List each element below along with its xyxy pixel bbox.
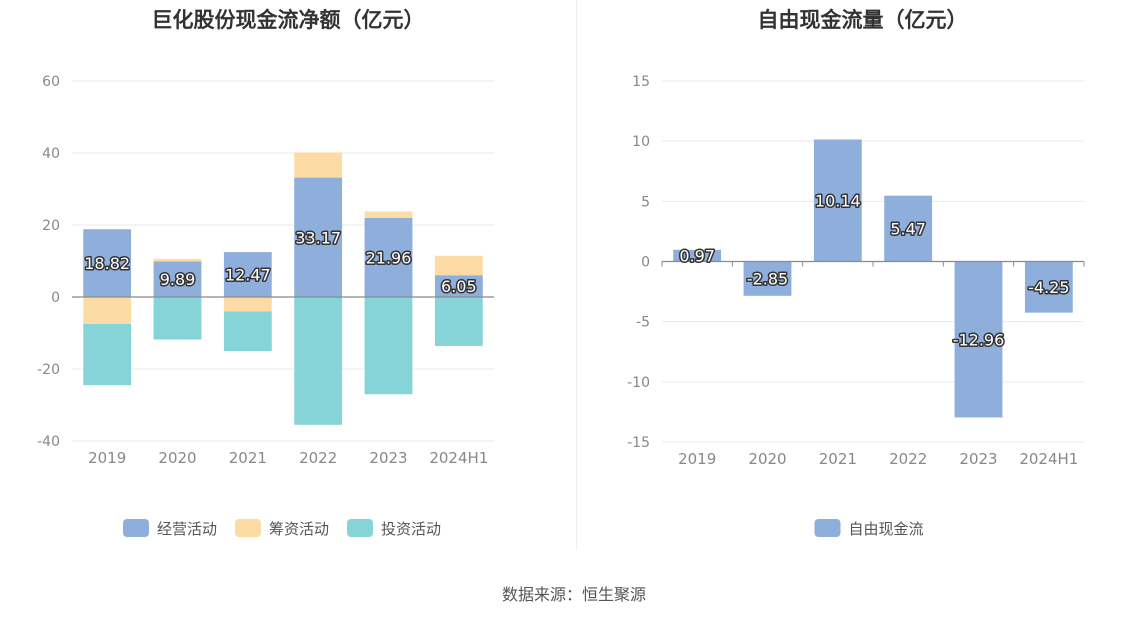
x-tick-label-2020: 2020	[748, 450, 786, 468]
x-tick-label-2024h1: 2024H1	[1019, 450, 1078, 468]
data-label-2022: 33.17	[295, 228, 341, 247]
y-tick-label: 15	[632, 74, 650, 90]
bar-operating-2021	[223, 252, 272, 297]
bar-free-cash-flow-2019	[673, 249, 722, 262]
y-tick-label: 60	[42, 74, 60, 90]
bar-free-cash-flow-2024h1	[1024, 261, 1073, 313]
bar-investing-2022	[294, 297, 343, 425]
free-cash-flow-chart: 15 10 5 0 -5 -10 -15 0.97 -2.85 10.14 5.47 -12.96 -4…	[627, 74, 1085, 538]
legend-label-operating: 经营活动	[157, 520, 217, 538]
x-tick-label-2024h1: 2024H1	[429, 449, 488, 467]
bar-operating-2023	[364, 217, 413, 297]
x-tick-label-2023: 2023	[369, 449, 407, 467]
data-label-2021: 10.14	[815, 191, 861, 210]
bar-free-cash-flow-2022	[884, 195, 933, 262]
data-source: 数据来源：恒生聚源	[501, 585, 646, 604]
bar-operating-2019	[83, 229, 132, 297]
right-chart-title: 自由现金流量（亿元）	[757, 8, 968, 32]
bar-investing-2023	[364, 297, 413, 395]
x-tick-label-2019: 2019	[678, 450, 716, 468]
y-tick-label: 0	[51, 290, 60, 306]
x-tick-label-2021: 2021	[229, 449, 267, 467]
y-tick-label: 10	[632, 134, 650, 150]
data-label-2020: 9.89	[160, 270, 196, 289]
bar-investing-2019	[83, 324, 132, 386]
y-tick-label: 40	[42, 146, 60, 162]
cash-flow-net-chart: 60 40 20 0 -20 -40 18.82 9.89 12.47 33.17 21.96 6.0…	[37, 74, 494, 538]
data-label-2024h1: 6.05	[441, 277, 477, 296]
legend-swatch-financing	[235, 519, 261, 537]
data-label-2024h1: -4.25	[1028, 278, 1069, 297]
bar-investing-2021	[223, 311, 272, 351]
x-tick-label-2020: 2020	[158, 449, 196, 467]
legend-label-financing: 筹资活动	[269, 520, 329, 538]
bar-financing-2020	[153, 258, 202, 262]
x-tick-label-2022: 2022	[299, 449, 337, 467]
legend-swatch-investing	[347, 519, 373, 537]
data-label-2019: 0.97	[679, 247, 715, 266]
x-tick-label-2021: 2021	[819, 450, 857, 468]
data-label-2023: 21.96	[366, 248, 412, 267]
bar-financing-2021	[223, 297, 272, 312]
y-tick-label: -40	[37, 434, 60, 450]
data-label-2023: -12.96	[953, 330, 1005, 349]
y-tick-label: -20	[37, 362, 60, 378]
bar-operating-2020	[153, 261, 202, 297]
bar-financing-2019	[83, 297, 132, 324]
data-label-2020: -2.85	[747, 270, 788, 289]
x-tick-label-2023: 2023	[959, 450, 997, 468]
y-tick-label: -15	[627, 435, 650, 451]
bar-free-cash-flow-2020	[743, 261, 792, 296]
legend-swatch-free-cash-flow	[814, 519, 841, 537]
legend-swatch-operating	[123, 519, 149, 537]
bar-financing-2024h1	[434, 255, 483, 276]
bar-investing-2020	[153, 297, 202, 340]
data-label-2022: 5.47	[890, 220, 926, 239]
bar-operating-2022	[294, 177, 343, 297]
bar-free-cash-flow-2021	[813, 139, 862, 262]
legend-label-investing: 投资活动	[381, 520, 441, 538]
y-tick-label: 20	[42, 218, 60, 234]
bar-financing-2023	[364, 211, 413, 218]
legend-label-free-cash-flow: 自由现金流	[849, 520, 924, 538]
left-chart-title: 巨化股份现金流净额（亿元）	[151, 8, 425, 32]
data-label-2019: 18.82	[84, 254, 130, 273]
data-label-2021: 12.47	[225, 266, 271, 285]
x-tick-label-2022: 2022	[889, 450, 927, 468]
bar-investing-2024h1	[434, 297, 483, 346]
bar-operating-2024h1	[434, 275, 483, 297]
y-tick-label: 5	[641, 194, 650, 210]
x-tick-label-2019: 2019	[88, 449, 126, 467]
y-tick-label: 0	[641, 255, 650, 271]
y-tick-label: -5	[636, 315, 650, 331]
y-tick-label: -10	[627, 375, 650, 391]
bar-free-cash-flow-2023	[954, 261, 1003, 418]
chart-divider	[576, 0, 577, 550]
bar-financing-2022	[294, 152, 343, 178]
